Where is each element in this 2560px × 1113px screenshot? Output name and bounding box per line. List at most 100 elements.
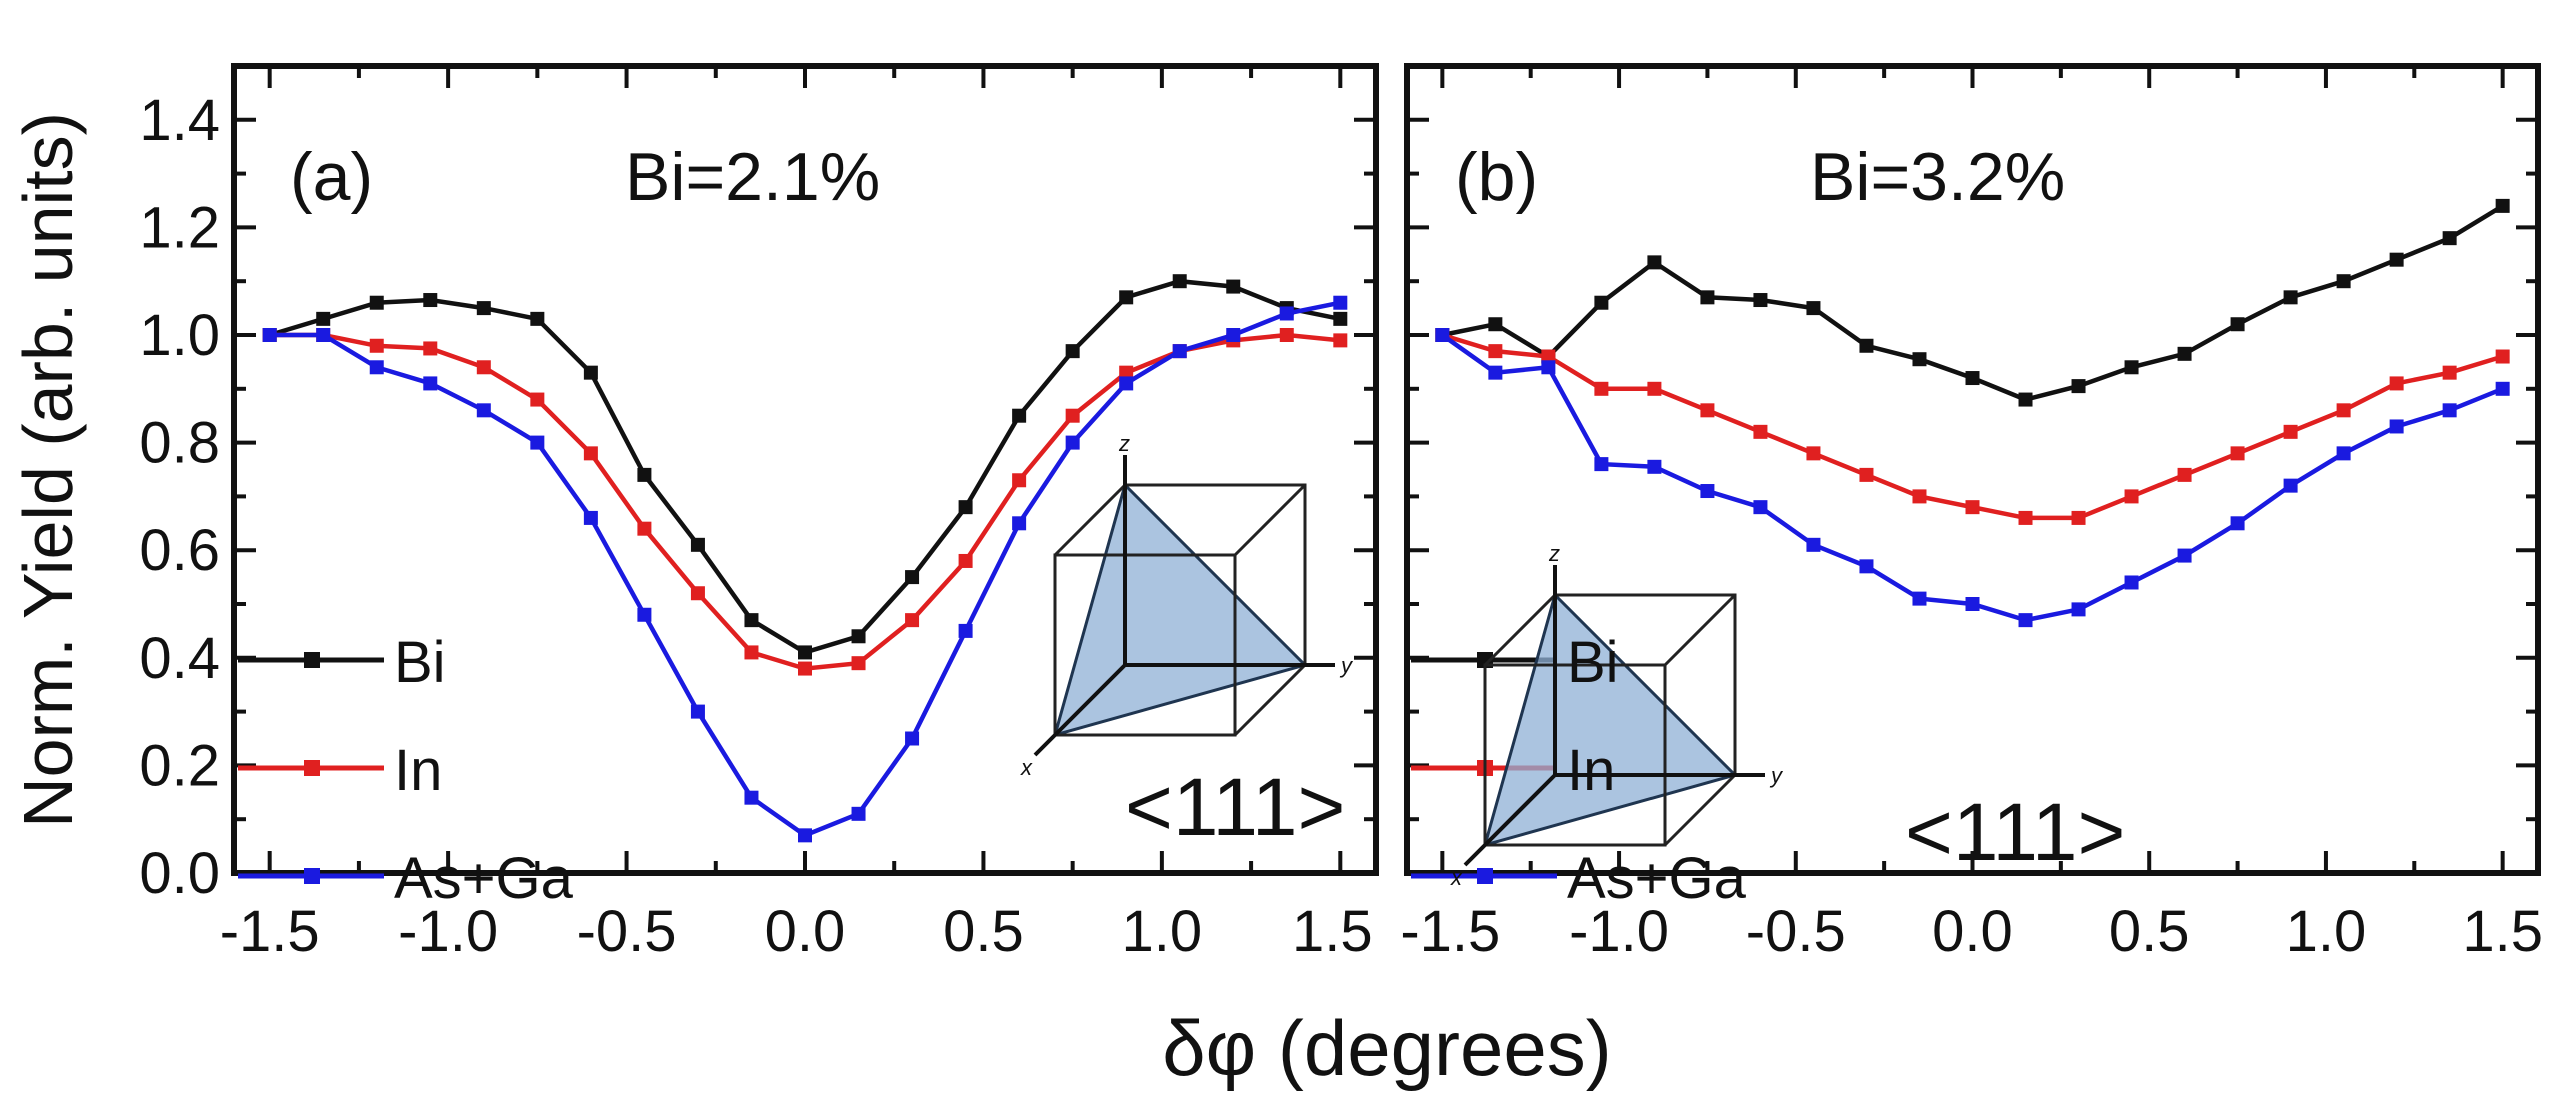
data-point (530, 392, 545, 407)
data-point (2336, 403, 2351, 418)
data-point (744, 790, 759, 805)
panel-a-label: (a) (290, 139, 373, 215)
data-point (262, 328, 277, 342)
data-point (1333, 333, 1348, 348)
data-point (637, 521, 652, 536)
data-point (1333, 295, 1348, 310)
inset-x-label: x (1450, 865, 1463, 890)
data-point (2124, 360, 2139, 375)
data-point (1065, 435, 1080, 450)
data-point (369, 295, 384, 310)
data-point (690, 537, 705, 552)
data-point (316, 311, 331, 326)
data-point (1912, 591, 1927, 606)
data-point (1119, 365, 1134, 380)
x-tick-label: 0.0 (1932, 899, 2013, 964)
panel-b: z y x (b) Bi=3.2% <111> -1.5 -1.0 -0.5 0.0 0.5 1.0 1… (1400, 63, 2543, 964)
data-point (1541, 360, 1556, 375)
data-point (1859, 338, 1874, 353)
y-tick-label: 1.2 (139, 195, 220, 260)
data-point (905, 731, 920, 746)
data-point (2230, 516, 2245, 531)
legend-label: As+Ga (1567, 846, 1747, 911)
panel-b-direction-label: <111> (1905, 787, 2125, 878)
data-point (1279, 306, 1294, 321)
data-point (2495, 381, 2510, 396)
legend-marker (304, 652, 320, 668)
data-point (2177, 467, 2192, 482)
inset-y-label: y (1769, 763, 1784, 788)
x-tick-label: 0.5 (2109, 899, 2190, 964)
panel-a: z y x (a) Bi=2.1% <111> -1.5 -1.0 -0.5 0.0 0.5 1.0 1… (139, 63, 1379, 964)
data-point (1753, 500, 1768, 515)
data-point (637, 607, 652, 622)
data-point (851, 806, 866, 821)
y-tick-label: 0.6 (139, 518, 220, 583)
panel-b-label: (b) (1455, 139, 1538, 215)
data-point (1594, 381, 1609, 396)
data-point (423, 376, 438, 391)
data-point (744, 645, 759, 660)
data-point (958, 500, 973, 515)
data-point (2071, 379, 2086, 394)
data-point (905, 570, 920, 585)
data-point (2283, 290, 2298, 305)
inset-z-label: z (1548, 541, 1560, 566)
data-point (798, 828, 812, 843)
data-point (1065, 408, 1080, 423)
crystal-cube-inset: z y x (1450, 541, 1784, 890)
data-point (530, 435, 545, 450)
y-axis-label: Norm. Yield (arb. units) (9, 112, 87, 828)
inset-y-label: y (1339, 653, 1354, 678)
data-point (1806, 446, 1821, 461)
x-tick-label: -0.5 (1746, 899, 1846, 964)
data-point (1119, 290, 1134, 305)
inset-x-label: x (1020, 755, 1033, 780)
data-point (1333, 311, 1348, 326)
legend-label: Bi (1567, 630, 1619, 695)
data-point (2018, 510, 2033, 525)
x-axis-arrow (1463, 773, 1557, 867)
data-point (1753, 424, 1768, 439)
crystal-cube-inset: z y x (1020, 431, 1354, 780)
data-point (476, 301, 491, 316)
legend-label: Bi (394, 630, 446, 695)
cube-edge (1233, 663, 1307, 737)
x-tick-label: -1.0 (1569, 899, 1669, 964)
data-point (1012, 408, 1027, 423)
data-point (1012, 516, 1027, 531)
data-point (1594, 295, 1609, 310)
data-point (958, 553, 973, 568)
data-point (369, 338, 384, 353)
data-point (1226, 279, 1241, 294)
data-point (798, 645, 812, 660)
data-point (798, 661, 812, 676)
data-point (1541, 349, 1556, 364)
data-point (1753, 293, 1768, 308)
cube-edge (1233, 483, 1307, 557)
data-point (851, 629, 866, 644)
data-point (2230, 446, 2245, 461)
y-tick-label: 0.4 (139, 626, 220, 691)
data-point (1488, 317, 1503, 332)
data-point (1647, 459, 1662, 474)
data-point (2177, 548, 2192, 563)
data-point (2283, 478, 2298, 493)
data-point (530, 311, 545, 326)
data-point (583, 365, 598, 380)
x-tick-label: -1.5 (1400, 899, 1500, 964)
x-axis-arrow (1033, 663, 1127, 757)
data-point (2442, 403, 2457, 418)
data-point (2336, 446, 2351, 461)
data-point (637, 467, 652, 482)
inset-z-label: z (1118, 431, 1130, 456)
panel-a-title: Bi=2.1% (625, 139, 880, 215)
panel-b-title: Bi=3.2% (1810, 139, 2065, 215)
legend-label: In (1567, 738, 1615, 803)
data-point (2389, 376, 2404, 391)
x-axis-label: δφ (degrees) (1162, 1004, 1612, 1092)
x-tick-label: 0.5 (943, 899, 1024, 964)
data-point (1594, 457, 1609, 472)
x-tick-label: 1.0 (1122, 899, 1203, 964)
data-point (1279, 328, 1294, 342)
